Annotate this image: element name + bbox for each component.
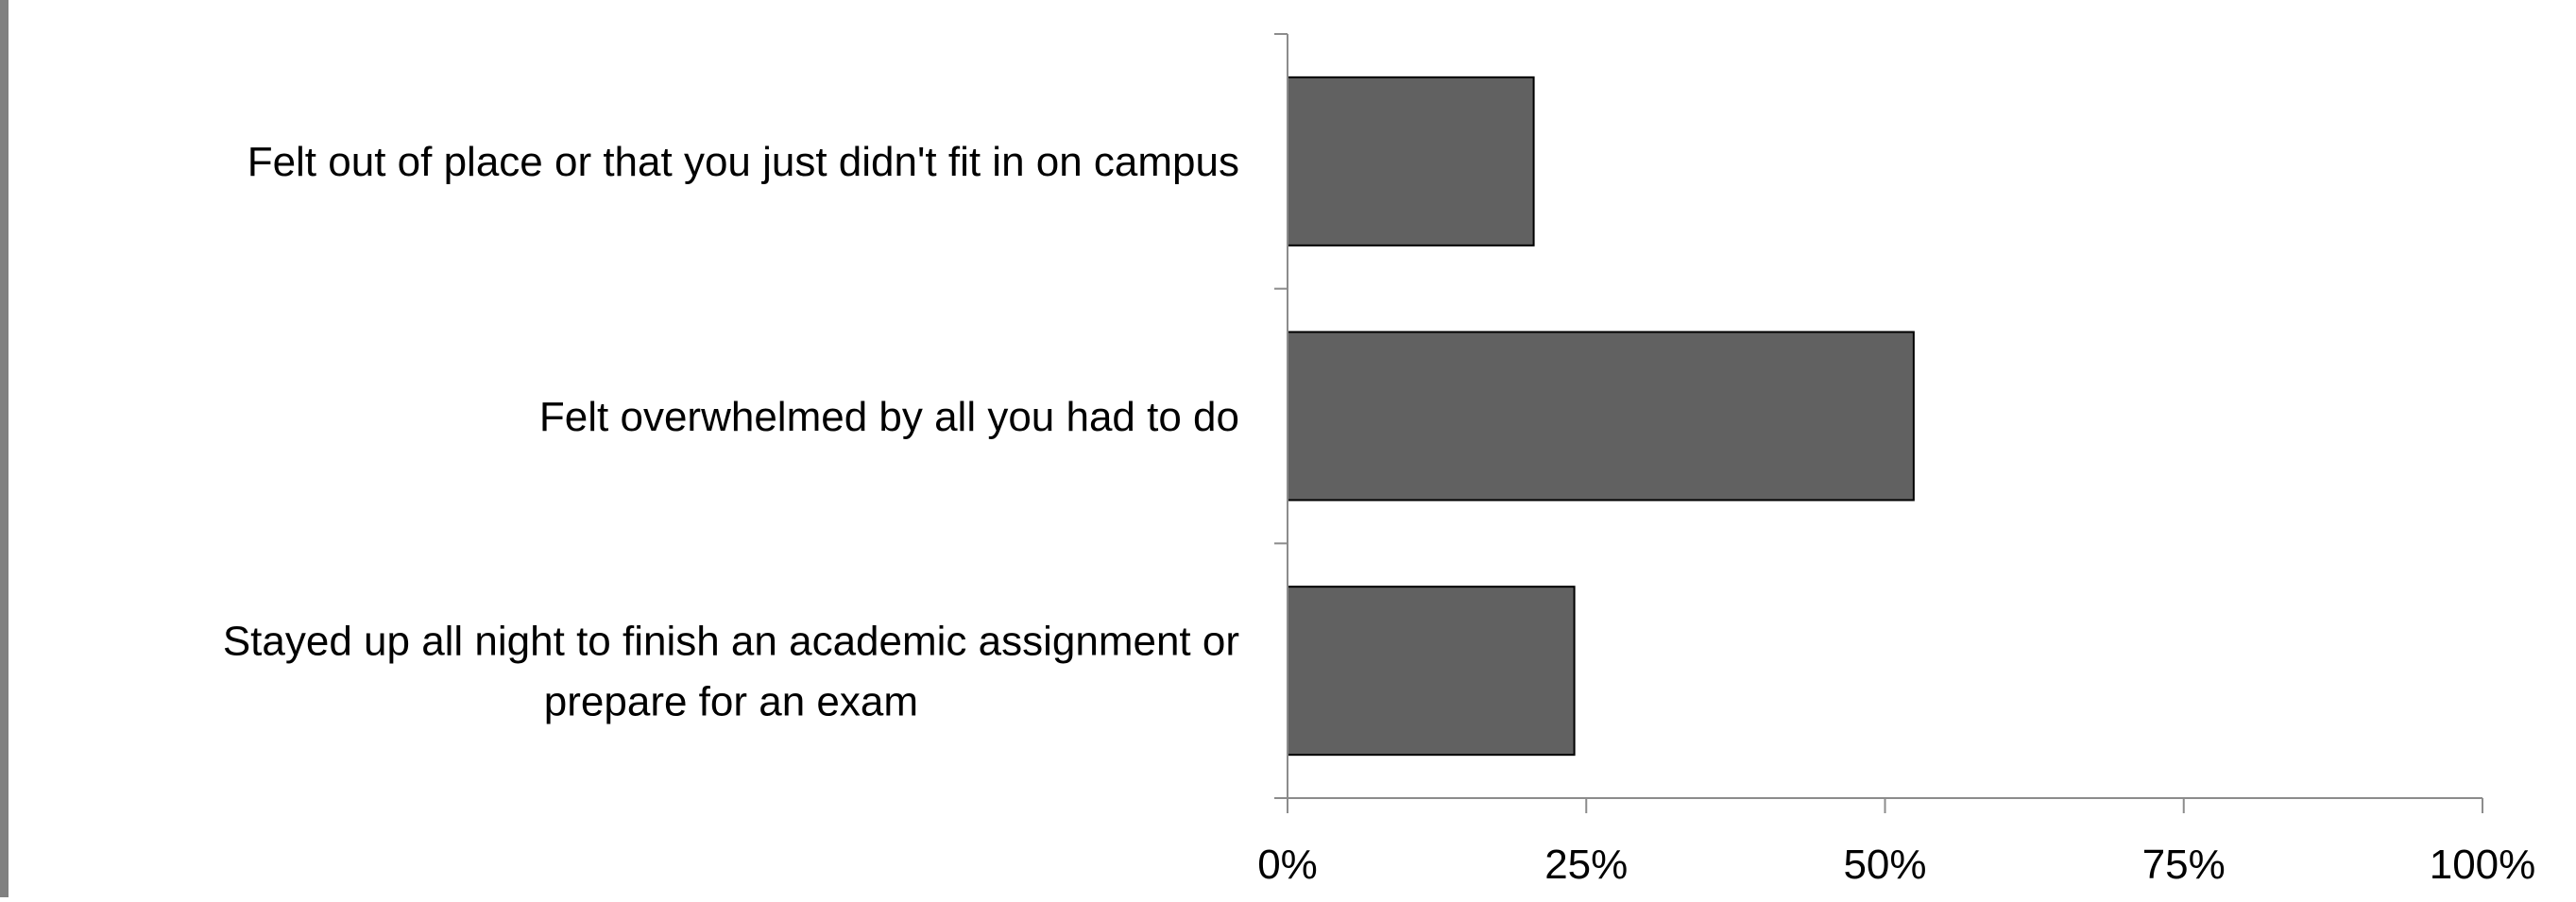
category-label-2: Felt overwhelmed by all you had to do	[539, 394, 1239, 440]
category-labels-layer: Felt out of place or that you just didn'…	[223, 139, 1239, 724]
axes-layer	[1274, 33, 2483, 813]
category-label-line: Felt overwhelmed by all you had to do	[539, 394, 1239, 440]
category-label-line: prepare for an exam	[544, 679, 918, 725]
x-tick-label: 0%	[1257, 842, 1318, 888]
category-label-3: Stayed up all night to finish an academi…	[223, 619, 1239, 725]
x-tick-label: 100%	[2430, 842, 2536, 888]
bar-1	[1287, 76, 1535, 247]
tick-labels-layer: 0% 25% 50% 75% 100%	[1257, 842, 2535, 888]
x-tick-label: 75%	[2142, 842, 2226, 888]
bars-layer	[1287, 76, 1915, 757]
bar-2	[1287, 331, 1915, 502]
bar-3	[1287, 586, 1576, 757]
chart-frame-left-edge	[0, 0, 9, 897]
category-label-line: Felt out of place or that you just didn'…	[247, 139, 1239, 185]
x-tick-label: 50%	[1843, 842, 1926, 888]
x-tick-label: 25%	[1544, 842, 1628, 888]
category-label-1: Felt out of place or that you just didn'…	[247, 139, 1239, 185]
category-label-line: Stayed up all night to finish an academi…	[223, 619, 1239, 665]
